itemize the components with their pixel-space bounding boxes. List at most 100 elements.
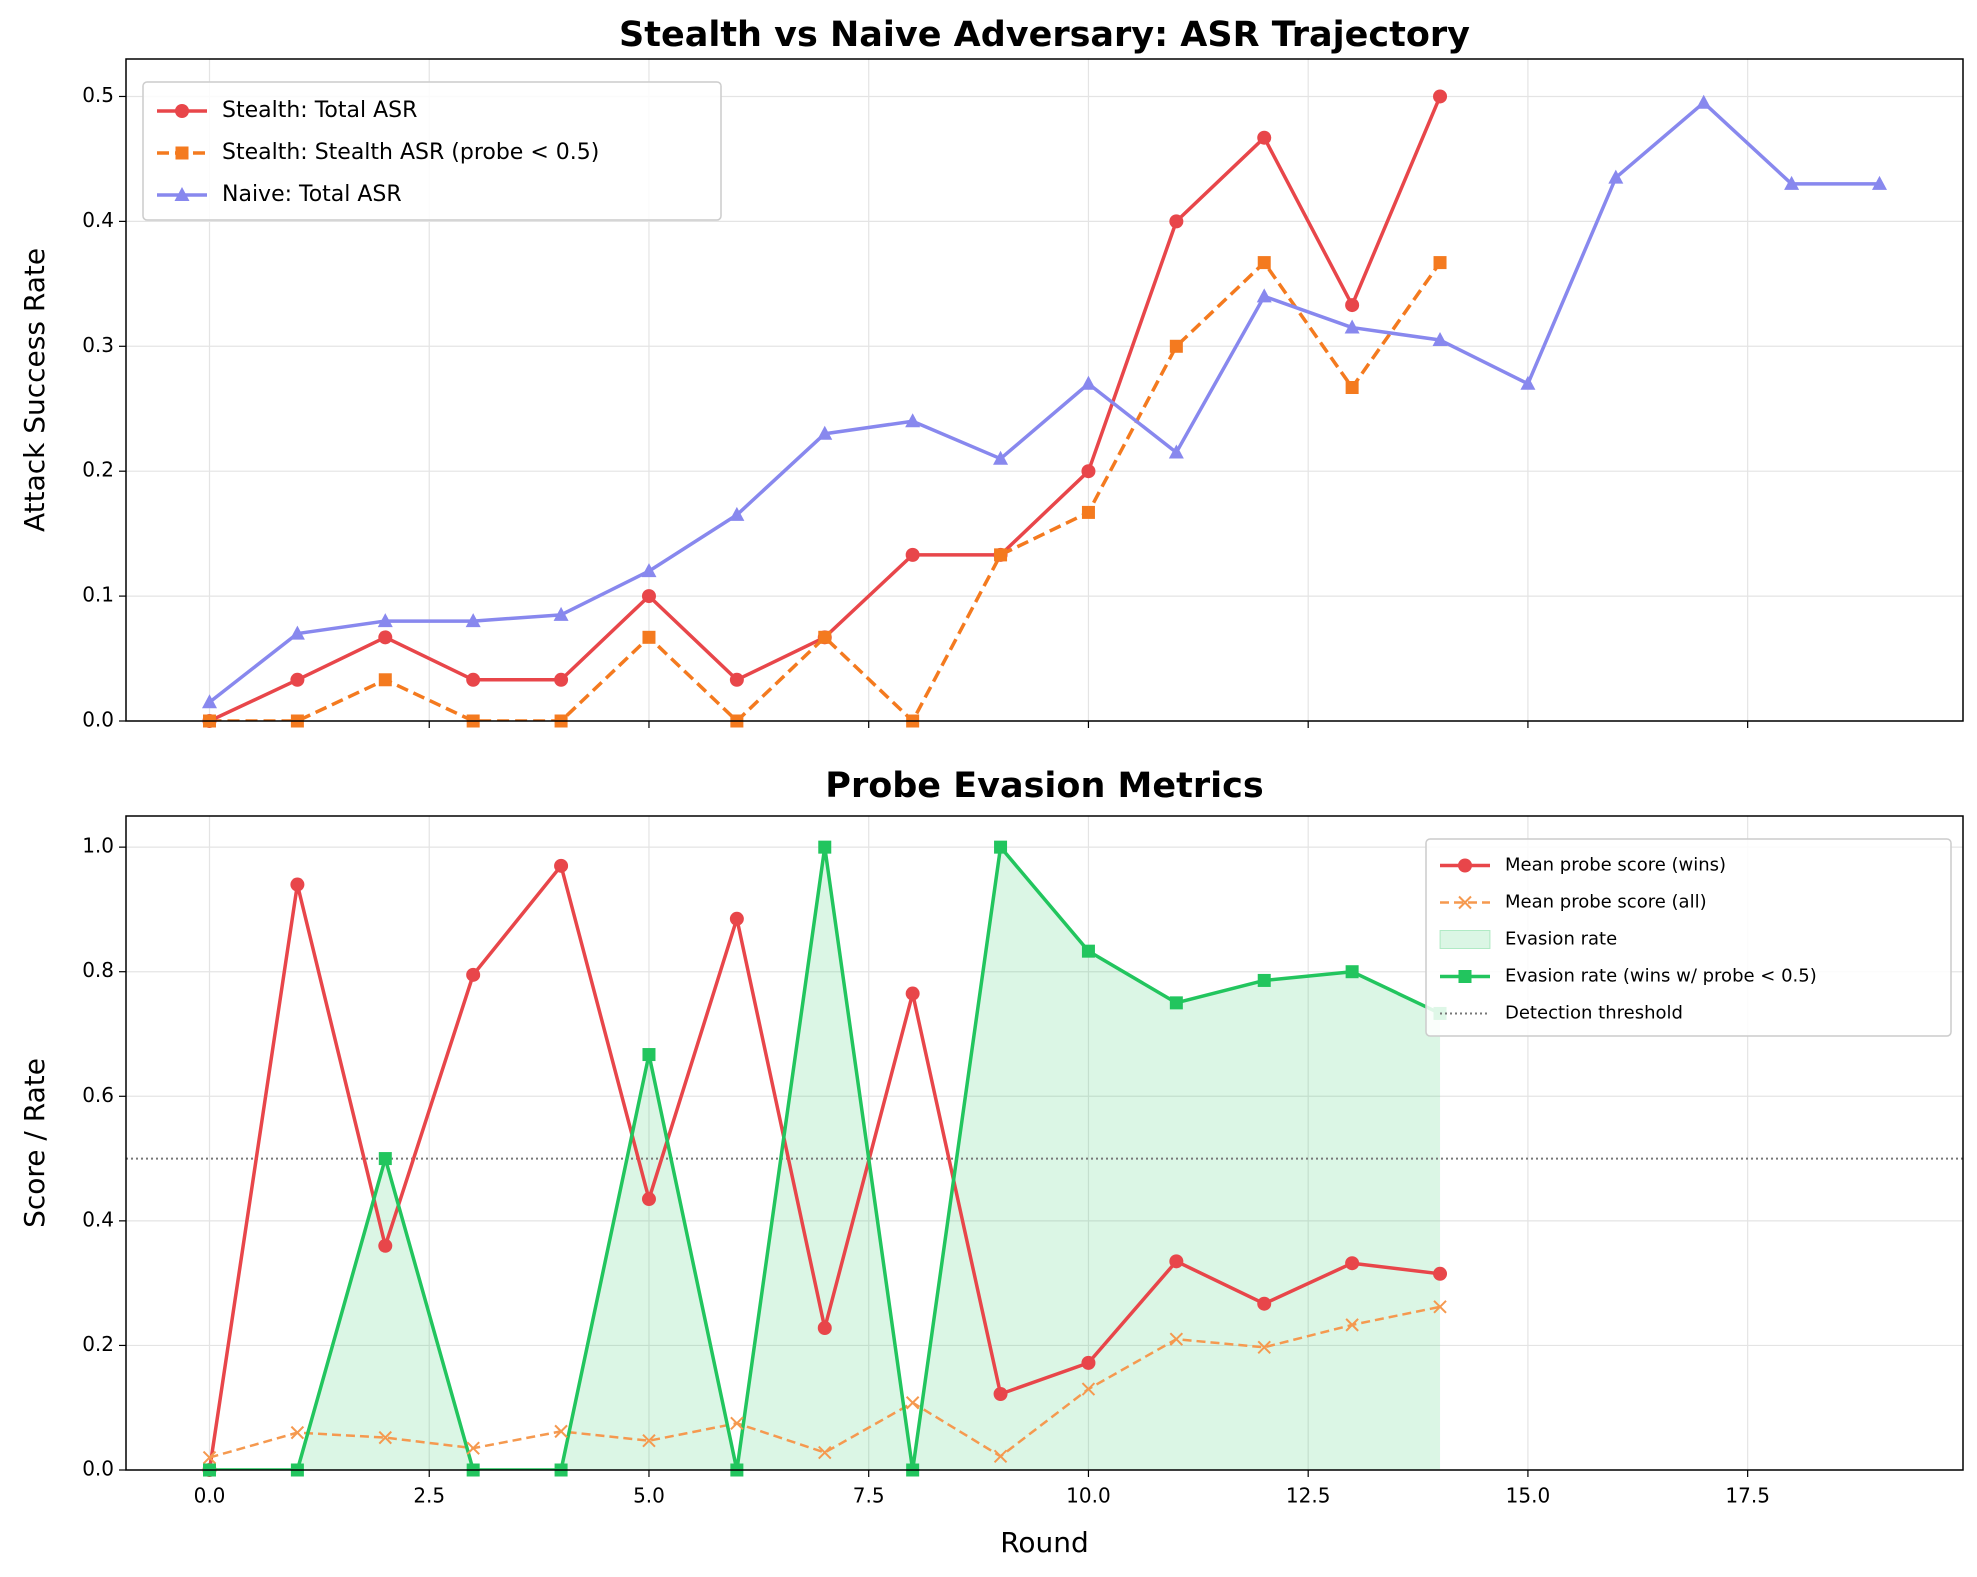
- data-point: [1081, 464, 1096, 479]
- y-tick-label: 0.6: [82, 1083, 114, 1107]
- axes-frame: [125, 815, 1964, 1471]
- data-point: [1345, 1256, 1360, 1271]
- data-point: [1081, 1355, 1096, 1370]
- x-tick-label: 15.0: [1506, 1484, 1551, 1508]
- data-point: [817, 425, 833, 440]
- data-point: [1433, 1300, 1447, 1314]
- y-tick-label: 0.4: [82, 1207, 114, 1231]
- legend-box: [1425, 838, 1952, 1037]
- data-point: [993, 1449, 1008, 1464]
- legend-label: Mean probe score (wins): [1505, 855, 1726, 876]
- data-point: [993, 1387, 1008, 1402]
- y-tick-label: 0.4: [82, 208, 114, 232]
- legend-swatch: [1439, 930, 1491, 949]
- data-point: [641, 589, 656, 604]
- data-point: [729, 911, 744, 926]
- data-point: [994, 840, 1008, 854]
- data-point: [905, 986, 920, 1001]
- data-point: [641, 1192, 656, 1207]
- data-point: [466, 967, 481, 982]
- data-point: [1257, 130, 1272, 145]
- legend-label: Mean probe score (all): [1505, 892, 1707, 913]
- data-point: [553, 606, 569, 621]
- legend-marker: [1458, 858, 1472, 873]
- x-tick-label: 7.5: [853, 1484, 885, 1508]
- legend-label: Detection threshold: [1505, 1003, 1683, 1024]
- y-tick-label: 0.1: [82, 583, 114, 607]
- data-point: [1080, 375, 1096, 390]
- data-point: [1081, 505, 1095, 519]
- data-point: [1169, 339, 1183, 353]
- y-tick-label: 0.2: [82, 458, 114, 482]
- data-point: [818, 840, 832, 854]
- data-point: [1432, 332, 1448, 347]
- data-point: [1169, 214, 1184, 229]
- legend-label: Stealth: Stealth ASR (probe < 0.5): [222, 140, 599, 165]
- legend-marker: [1458, 970, 1472, 983]
- data-point: [1256, 288, 1272, 303]
- data-point: [289, 625, 305, 640]
- data-point: [993, 450, 1009, 465]
- data-point: [377, 613, 393, 628]
- y-tick-label: 0.5: [82, 83, 114, 107]
- data-point: [378, 673, 392, 687]
- data-point: [1081, 1382, 1096, 1396]
- axes-frame: [125, 58, 1964, 722]
- data-point: [1081, 944, 1095, 958]
- data-point: [1872, 175, 1887, 190]
- data-point: [817, 1320, 832, 1335]
- data-point: [1345, 965, 1359, 979]
- x-tick-label: 5.0: [633, 1484, 665, 1508]
- data-point: [905, 1396, 920, 1410]
- data-point: [1433, 1266, 1448, 1281]
- chart-title: Probe Evasion Metrics: [825, 766, 1263, 806]
- data-point: [290, 1425, 305, 1440]
- data-point: [1168, 444, 1184, 459]
- data-point: [818, 630, 832, 644]
- legend-marker: [175, 104, 189, 118]
- x-tick-label: 17.5: [1725, 1484, 1770, 1508]
- data-point: [1169, 1254, 1184, 1269]
- y-tick-label: 1.0: [82, 834, 114, 858]
- data-point: [290, 877, 305, 892]
- data-point: [1345, 1318, 1359, 1332]
- y-tick-label: 0.3: [82, 333, 114, 357]
- legend-marker: [175, 146, 189, 160]
- legend-label: Evasion rate (wins w/ probe < 0.5): [1505, 966, 1817, 987]
- x-tick-label: 0.0: [194, 1484, 226, 1508]
- data-point: [1169, 996, 1183, 1010]
- data-point: [1257, 973, 1271, 987]
- data-point: [1696, 94, 1712, 109]
- data-point: [1608, 169, 1624, 184]
- data-point: [1169, 1332, 1184, 1346]
- area: [209, 847, 1441, 1470]
- data-point: [465, 613, 481, 628]
- series-line: [209, 260, 1442, 721]
- data-point: [1784, 175, 1800, 190]
- data-point: [1520, 375, 1536, 390]
- x-axis-label: Round: [1000, 1526, 1089, 1559]
- data-point: [1257, 256, 1271, 270]
- data-point: [290, 672, 305, 687]
- data-point: [554, 1424, 568, 1439]
- data-point: [378, 1152, 392, 1166]
- data-point: [202, 694, 217, 709]
- y-tick-label: 0.0: [82, 708, 114, 732]
- series-line: [208, 100, 1880, 704]
- legend-label: Naive: Total ASR: [222, 182, 402, 207]
- data-point: [994, 548, 1008, 562]
- data-point: [466, 1441, 480, 1455]
- x-tick-label: 10.0: [1066, 1484, 1111, 1508]
- data-point: [1345, 381, 1359, 395]
- data-point: [818, 1445, 832, 1460]
- data-point: [378, 1238, 393, 1253]
- y-tick-label: 0.8: [82, 958, 114, 982]
- data-point: [378, 1430, 392, 1445]
- legend-marker: [174, 187, 190, 201]
- data-point: [642, 630, 656, 644]
- data-point: [1433, 256, 1447, 270]
- data-point: [729, 506, 745, 521]
- data-point: [554, 858, 569, 873]
